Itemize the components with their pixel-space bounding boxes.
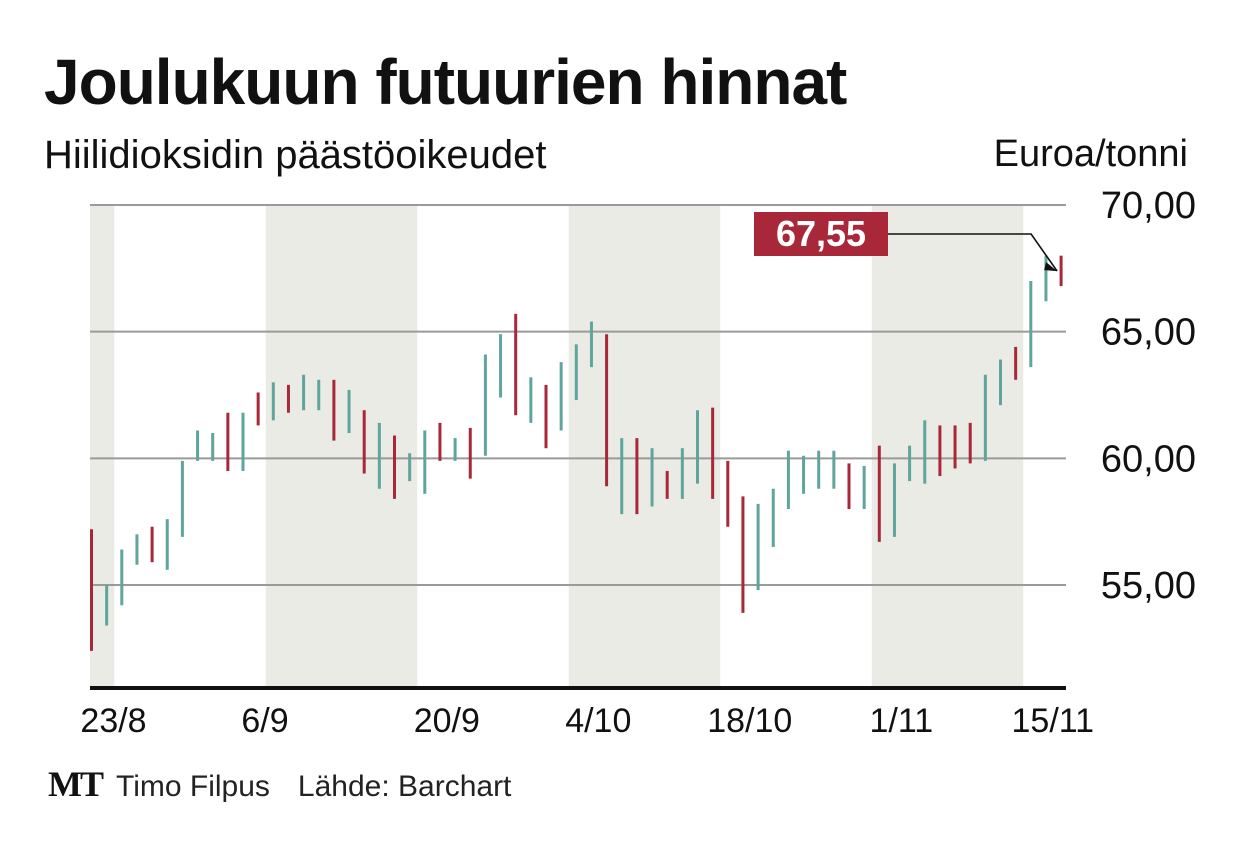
x-tick-label: 6/9: [241, 702, 288, 740]
shaded-week-band: [90, 205, 115, 688]
last-value-label: 67,55: [776, 213, 866, 254]
source-credit: Lähde: Barchart: [297, 770, 512, 803]
shaded-week-band: [568, 205, 721, 688]
footer: MT Timo Filpus Lähde: Barchart: [48, 766, 511, 806]
shaded-week-band: [871, 205, 1024, 688]
x-tick-label: 1/11: [869, 702, 933, 740]
x-tick-label: 20/9: [414, 702, 480, 740]
grid-lines: [90, 204, 1066, 586]
y-tick-label: 55,00: [1101, 565, 1196, 607]
chart-subtitle: Hiilidioksidin päästöoikeudet: [44, 133, 547, 177]
y-tick-label: 65,00: [1101, 312, 1196, 354]
chart-title: Joulukuun futuurien hinnat: [44, 46, 847, 118]
price-bars: [90, 255, 1063, 651]
y-axis-unit-label: Euroa/tonni: [993, 133, 1188, 175]
y-axis-ticks: 55,00 60,00 65,00 70,00: [1101, 185, 1196, 607]
x-tick-label: 4/10: [565, 702, 631, 740]
weekly-shading: [90, 205, 1024, 688]
author-credit: Timo Filpus: [116, 770, 270, 803]
shaded-week-band: [265, 205, 418, 688]
x-tick-label: 15/11: [1012, 702, 1095, 740]
y-tick-label: 70,00: [1101, 185, 1196, 227]
publisher-logo: MT: [48, 764, 104, 804]
annotation-leader-line: [888, 233, 1058, 272]
last-value-badge: [754, 212, 888, 256]
x-tick-label: 23/8: [80, 702, 146, 740]
x-axis-ticks: 23/8 6/9 20/9 4/10 18/10 1/11 15/11: [80, 702, 1094, 740]
annotation-arrowhead: [1044, 262, 1058, 272]
x-tick-label: 18/10: [707, 702, 792, 740]
last-value-annotation: 67,55: [754, 212, 1058, 272]
y-tick-label: 60,00: [1101, 438, 1196, 480]
